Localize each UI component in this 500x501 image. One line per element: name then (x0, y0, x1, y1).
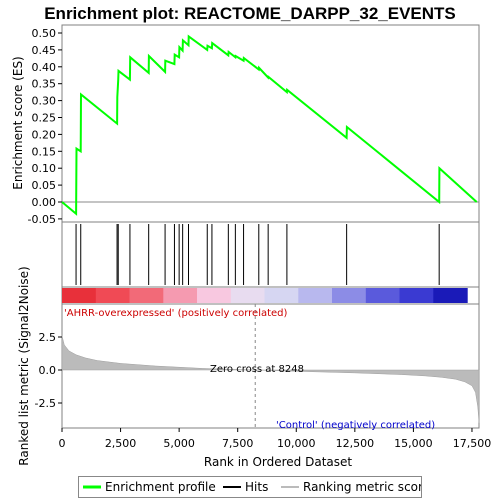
heat-segment (365, 288, 401, 303)
x-tick-label: 15,000 (394, 437, 433, 450)
x-axis-label: Rank in Ordered Dataset (204, 455, 352, 469)
chart-title: Enrichment plot: REACTOME_DARPP_32_EVENT… (44, 4, 456, 23)
es-y-axis: -0.05 0.00 0.05 0.10 0.15 0.20 0.25 0.30 0.35 0.4… (28, 27, 62, 226)
positive-label: 'AHRR-overexpressed' (positively correla… (64, 308, 288, 319)
heat-segment (95, 288, 131, 303)
x-tick-label: 17,500 (453, 437, 492, 450)
x-tick-label: 7,500 (222, 437, 254, 450)
metric-y-tick-label: -2.5 (35, 397, 56, 410)
x-axis: 0 2,500 5,000 7,500 10,000 12,500 15,000 17,500 (59, 428, 492, 450)
x-tick-label: 12,500 (336, 437, 375, 450)
zero-cross-label: Zero cross at 8248 (210, 364, 304, 375)
x-tick-label: 0 (59, 437, 66, 450)
es-y-tick-label: 0.30 (32, 95, 57, 108)
metric-y-label: Ranked list metric (Signal2Noise) (17, 266, 31, 465)
x-tick-label: 5,000 (163, 437, 195, 450)
legend: Enrichment profile Hits Ranking metric s… (78, 476, 436, 498)
heat-segment (129, 288, 164, 303)
rank-heat-bar (62, 288, 468, 303)
es-y-tick-label: 0.10 (32, 162, 57, 175)
es-y-tick-label: 0.00 (32, 196, 57, 209)
es-y-tick-label: 0.20 (32, 128, 57, 141)
heat-segment (230, 288, 266, 303)
heat-segment (264, 288, 299, 303)
heat-segment (433, 288, 468, 303)
enrichment-profile-line (61, 34, 478, 216)
ranking-metric-area (61, 335, 480, 423)
hit-marks (75, 224, 440, 285)
legend-label-ranking: Ranking metric scores (303, 480, 421, 494)
heat-segment (332, 288, 367, 303)
metric-y-tick-label: 0.0 (39, 364, 57, 377)
es-panel-frame (61, 24, 480, 223)
heat-segment (298, 288, 333, 303)
es-y-tick-label: 0.25 (32, 112, 57, 125)
heat-segment (62, 288, 97, 303)
es-y-tick-label: 0.50 (32, 27, 57, 40)
negative-label: 'Control' (negatively correlated) (276, 420, 435, 431)
es-y-tick-label: -0.05 (28, 213, 56, 226)
metric-y-tick-label: 2.5 (39, 331, 57, 344)
es-y-tick-label: 0.05 (32, 179, 57, 192)
heat-segment (399, 288, 434, 303)
heat-segment (197, 288, 232, 303)
legend-label-enrichment: Enrichment profile (105, 480, 216, 494)
es-y-tick-label: 0.40 (32, 61, 57, 74)
legend-label-hits: Hits (245, 480, 268, 494)
es-y-tick-label: 0.15 (32, 145, 57, 158)
es-y-tick-label: 0.45 (32, 44, 57, 57)
heat-segment (163, 288, 198, 303)
hits-panel-frame (61, 221, 480, 288)
es-y-label: Enrichment score (ES) (11, 56, 25, 189)
es-y-tick-label: 0.35 (32, 78, 57, 91)
x-tick-label: 10,000 (277, 437, 316, 450)
x-tick-label: 2,500 (105, 437, 137, 450)
metric-y-axis: -2.5 0.0 2.5 (35, 331, 62, 410)
